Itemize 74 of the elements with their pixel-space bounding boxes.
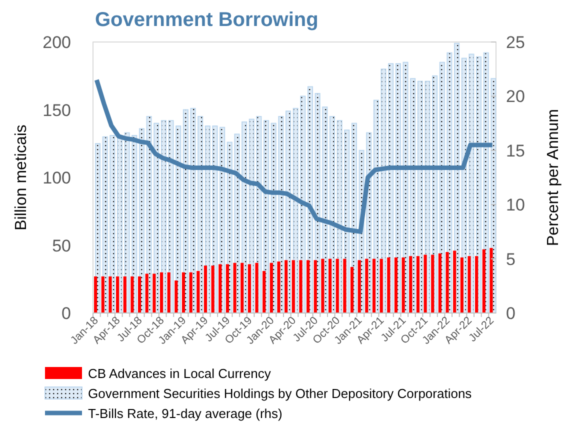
- bar: [460, 257, 464, 313]
- bar: [453, 250, 456, 313]
- bar: [174, 280, 178, 313]
- bar: [299, 260, 302, 313]
- bar: [130, 276, 134, 313]
- bar: [416, 256, 420, 313]
- bar: [167, 272, 170, 313]
- y2-tick-label: 15: [506, 141, 525, 160]
- bar: [204, 266, 208, 313]
- bar: [394, 257, 398, 313]
- bar: [365, 258, 368, 313]
- bar: [145, 274, 148, 313]
- bar: [321, 258, 324, 313]
- bar: [182, 272, 186, 313]
- bar: [94, 143, 101, 314]
- y-tick-label: 150: [42, 100, 71, 120]
- bar: [438, 253, 442, 313]
- bar: [226, 264, 229, 313]
- bar: [138, 276, 142, 313]
- legend-label: CB Advances in Local Currency: [88, 366, 272, 381]
- bar: [255, 262, 258, 313]
- bar: [211, 266, 214, 313]
- y2-tick-label: 5: [506, 250, 516, 269]
- bar: [350, 266, 354, 313]
- bar: [152, 274, 156, 313]
- bar: [358, 260, 361, 313]
- bar: [94, 276, 98, 313]
- bar: [402, 257, 405, 313]
- bar: [101, 276, 104, 313]
- bar: [314, 260, 317, 313]
- bar: [270, 262, 273, 313]
- bar: [284, 260, 288, 313]
- y-tick-label: 0: [62, 304, 71, 323]
- bar: [189, 272, 192, 313]
- bar: [196, 270, 200, 313]
- legend-label: T-Bills Rate, 91-day average (rhs): [88, 406, 282, 421]
- bar: [116, 138, 123, 314]
- bar: [424, 254, 427, 313]
- bar: [160, 272, 164, 313]
- y2-tick-label: 0: [506, 304, 516, 323]
- bar: [306, 260, 310, 313]
- y2-tick-label: 10: [506, 196, 525, 215]
- legend-label: Government Securities Holdings by Other Depository Corporations: [88, 386, 472, 401]
- bar: [446, 252, 449, 313]
- bar: [343, 258, 346, 313]
- y-tick-label: 100: [42, 168, 71, 188]
- bar: [336, 258, 339, 313]
- y2-axis-title: Percent per Annum: [545, 109, 562, 246]
- bar: [116, 276, 120, 313]
- bar: [108, 276, 112, 313]
- bar: [482, 249, 486, 313]
- y-tick-label: 50: [52, 236, 71, 256]
- bar: [328, 258, 332, 313]
- chart-title: Government Borrowing: [95, 9, 318, 31]
- y2-tick-label: 25: [506, 33, 525, 52]
- bar: [431, 254, 434, 313]
- bar: [409, 256, 412, 313]
- bar: [468, 256, 471, 313]
- y-axis-title: Billion meticais: [13, 124, 30, 230]
- bar: [490, 248, 493, 313]
- bar: [380, 258, 383, 313]
- bar: [277, 262, 280, 313]
- bar: [218, 264, 222, 313]
- bar: [248, 264, 251, 313]
- y2-tick-label: 20: [506, 87, 525, 106]
- bar: [475, 256, 478, 313]
- bar: [387, 257, 390, 313]
- bar: [240, 262, 244, 313]
- bar: [372, 258, 376, 313]
- bar: [262, 270, 266, 313]
- bar: [292, 260, 295, 313]
- y-tick-label: 200: [42, 33, 71, 52]
- bar: [233, 262, 236, 313]
- bar: [123, 276, 126, 313]
